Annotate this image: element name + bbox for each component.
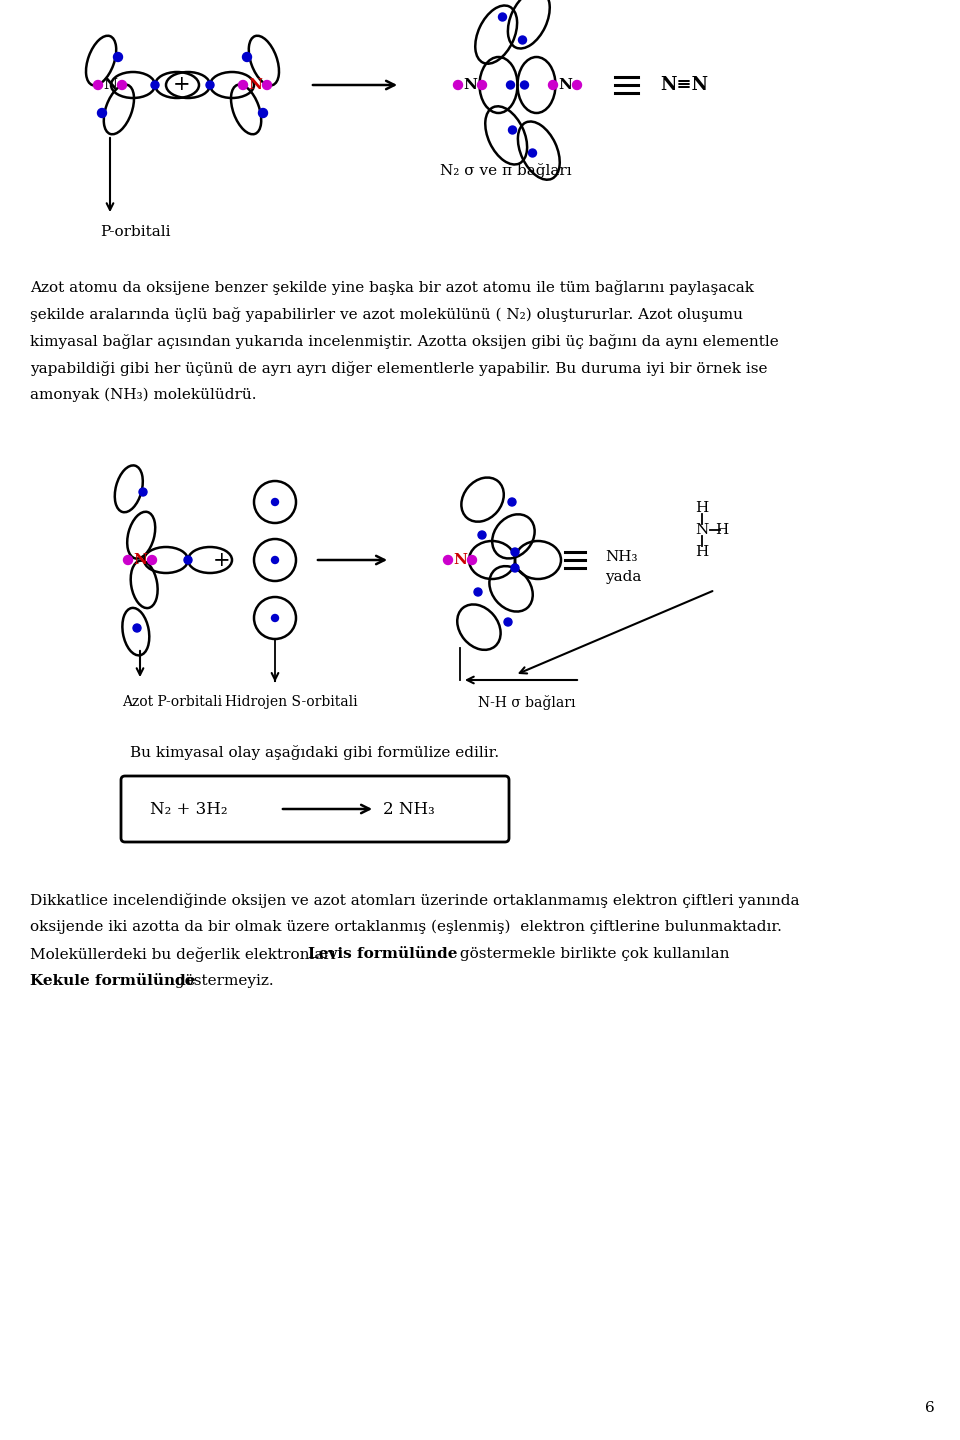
Circle shape: [498, 13, 507, 22]
Text: +: +: [173, 75, 191, 95]
Text: Hidrojen S-orbitali: Hidrojen S-orbitali: [225, 696, 358, 708]
Text: yada: yada: [605, 570, 641, 585]
Text: Moleküllerdeki bu değerlik elektronları: Moleküllerdeki bu değerlik elektronları: [30, 948, 341, 962]
Text: +: +: [213, 550, 230, 569]
Circle shape: [478, 531, 486, 539]
Circle shape: [243, 52, 252, 62]
Text: N: N: [695, 523, 708, 537]
Circle shape: [444, 556, 452, 564]
Text: N₂ + 3H₂: N₂ + 3H₂: [150, 801, 228, 818]
Circle shape: [509, 125, 516, 134]
Text: 2 NH₃: 2 NH₃: [383, 801, 435, 818]
Text: N₂ σ ve π bağları: N₂ σ ve π bağları: [440, 163, 571, 179]
Circle shape: [117, 81, 127, 89]
Circle shape: [511, 549, 519, 556]
Text: NH₃: NH₃: [605, 550, 637, 564]
Circle shape: [548, 81, 558, 89]
Circle shape: [520, 81, 529, 89]
Text: N: N: [248, 78, 262, 92]
Text: N≡N: N≡N: [660, 76, 708, 94]
Text: kimyasal bağlar açısından yukarıda incelenmiştir. Azotta oksijen gibi üç bağını : kimyasal bağlar açısından yukarıda incel…: [30, 334, 779, 348]
Circle shape: [477, 81, 487, 89]
Circle shape: [504, 618, 512, 626]
Text: H: H: [715, 523, 729, 537]
Text: N: N: [103, 78, 117, 92]
Circle shape: [238, 81, 248, 89]
Circle shape: [272, 556, 278, 563]
FancyBboxPatch shape: [121, 776, 509, 842]
Circle shape: [511, 564, 519, 572]
Text: amonyak (NH₃) molekülüdrü.: amonyak (NH₃) molekülüdrü.: [30, 387, 256, 402]
Text: Bu kimyasal olay aşağıdaki gibi formülize edilir.: Bu kimyasal olay aşağıdaki gibi formüliz…: [130, 744, 499, 760]
Circle shape: [113, 52, 123, 62]
Text: yapabildiği gibi her üçünü de ayrı ayrı diğer elementlerle yapabilir. Bu duruma : yapabildiği gibi her üçünü de ayrı ayrı …: [30, 361, 767, 376]
Text: Levis formülünde: Levis formülünde: [308, 948, 458, 960]
Text: N: N: [463, 78, 477, 92]
Text: Azot atomu da oksijene benzer şekilde yine başka bir azot atomu ile tüm bağların: Azot atomu da oksijene benzer şekilde yi…: [30, 279, 754, 295]
Circle shape: [98, 108, 107, 118]
Text: Kekule formülünde: Kekule formülünde: [30, 973, 196, 988]
Text: Dikkatlice incelendiğinde oksijen ve azot atomları üzerinde ortaklanmamış elektr: Dikkatlice incelendiğinde oksijen ve azo…: [30, 893, 800, 909]
Text: göstermeyiz.: göstermeyiz.: [170, 973, 274, 988]
Circle shape: [468, 556, 476, 564]
Circle shape: [148, 556, 156, 564]
Text: H: H: [695, 544, 708, 559]
Circle shape: [262, 81, 272, 89]
Text: N: N: [133, 553, 147, 567]
Text: Azot P-orbitali: Azot P-orbitali: [122, 696, 222, 708]
Text: şekilde aralarında üçlü bağ yapabilirler ve azot molekülünü ( N₂) oluştururlar. : şekilde aralarında üçlü bağ yapabilirler…: [30, 307, 743, 323]
Text: H: H: [695, 501, 708, 516]
Circle shape: [93, 81, 103, 89]
Text: göstermekle birlikte çok kullanılan: göstermekle birlikte çok kullanılan: [455, 948, 730, 960]
Circle shape: [518, 36, 526, 45]
Circle shape: [572, 81, 582, 89]
Circle shape: [529, 148, 537, 157]
Text: N: N: [453, 553, 467, 567]
Text: N: N: [558, 78, 572, 92]
Circle shape: [139, 488, 147, 495]
Circle shape: [474, 588, 482, 596]
Circle shape: [272, 615, 278, 622]
Circle shape: [453, 81, 463, 89]
Text: N-H σ bağları: N-H σ bağları: [478, 696, 575, 710]
Circle shape: [272, 498, 278, 505]
Text: 6: 6: [925, 1401, 935, 1416]
Circle shape: [508, 498, 516, 505]
Circle shape: [124, 556, 132, 564]
Text: oksijende iki azotta da bir olmak üzere ortaklanmış (eşlenmiş)  elektron çiftler: oksijende iki azotta da bir olmak üzere …: [30, 920, 781, 935]
Text: P-orbitali: P-orbitali: [100, 225, 171, 239]
Circle shape: [507, 81, 515, 89]
Circle shape: [206, 81, 214, 89]
Circle shape: [258, 108, 268, 118]
Circle shape: [184, 556, 192, 564]
Circle shape: [151, 81, 159, 89]
Circle shape: [133, 624, 141, 632]
